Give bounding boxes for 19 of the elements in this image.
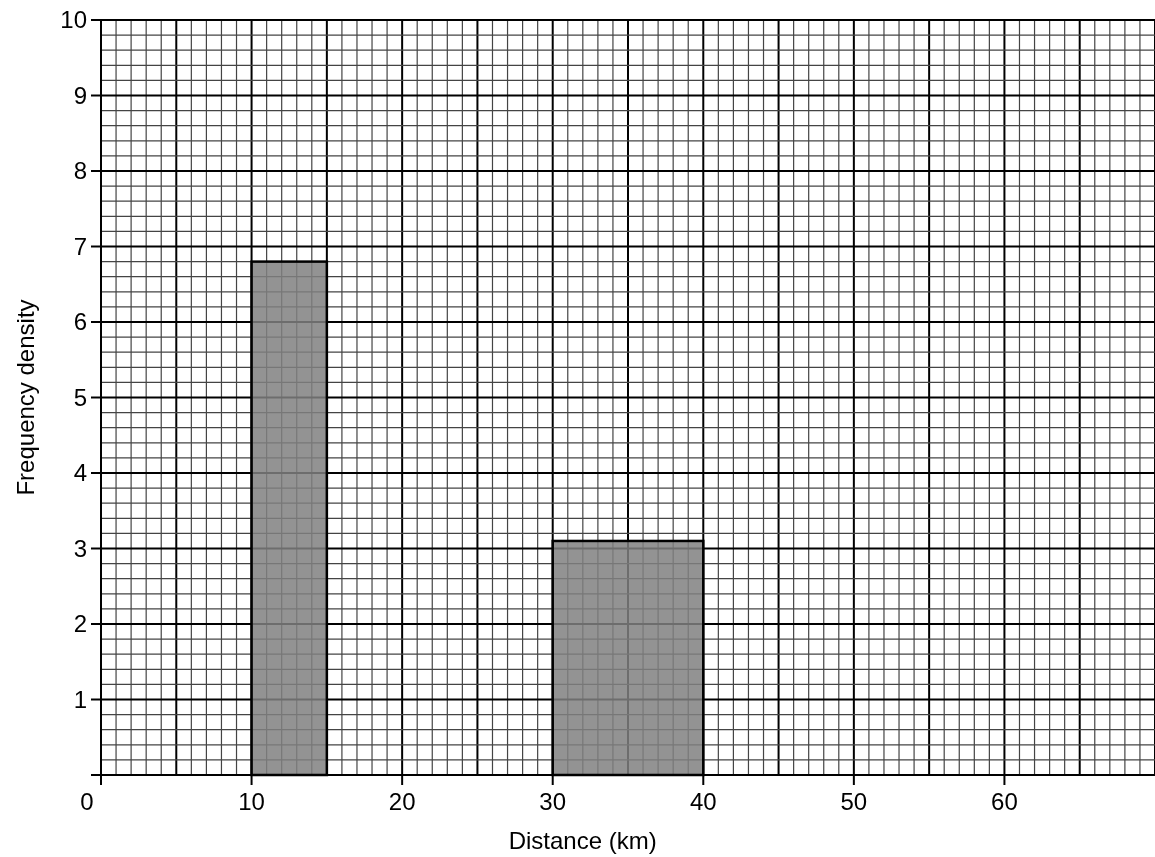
x-tick-label: 20 bbox=[388, 788, 416, 815]
y-tick-label: 4 bbox=[73, 459, 87, 487]
y-tick-label: 1 bbox=[73, 685, 87, 713]
x-tick-label: 30 bbox=[539, 788, 567, 815]
x-tick-label: 60 bbox=[991, 788, 1018, 815]
y-tick-label: 9 bbox=[73, 81, 87, 109]
x-axis-title: Distance (km) bbox=[508, 827, 657, 854]
y-tick-label: 6 bbox=[73, 308, 87, 336]
x-tick-label: 40 bbox=[689, 788, 717, 815]
y-tick-label: 10 bbox=[60, 6, 87, 34]
x-tick-label: 10 bbox=[238, 788, 265, 815]
y-axis-title: Frequency density bbox=[12, 299, 39, 496]
y-tick-label: 2 bbox=[73, 610, 87, 638]
y-tick-label: 8 bbox=[73, 157, 87, 185]
x-tick-label: 50 bbox=[840, 788, 868, 815]
y-tick-label: 5 bbox=[73, 383, 87, 411]
y-tick-label: 3 bbox=[73, 534, 87, 562]
y-tick-label: 7 bbox=[73, 232, 87, 260]
x-tick-label: 0 bbox=[80, 788, 94, 815]
